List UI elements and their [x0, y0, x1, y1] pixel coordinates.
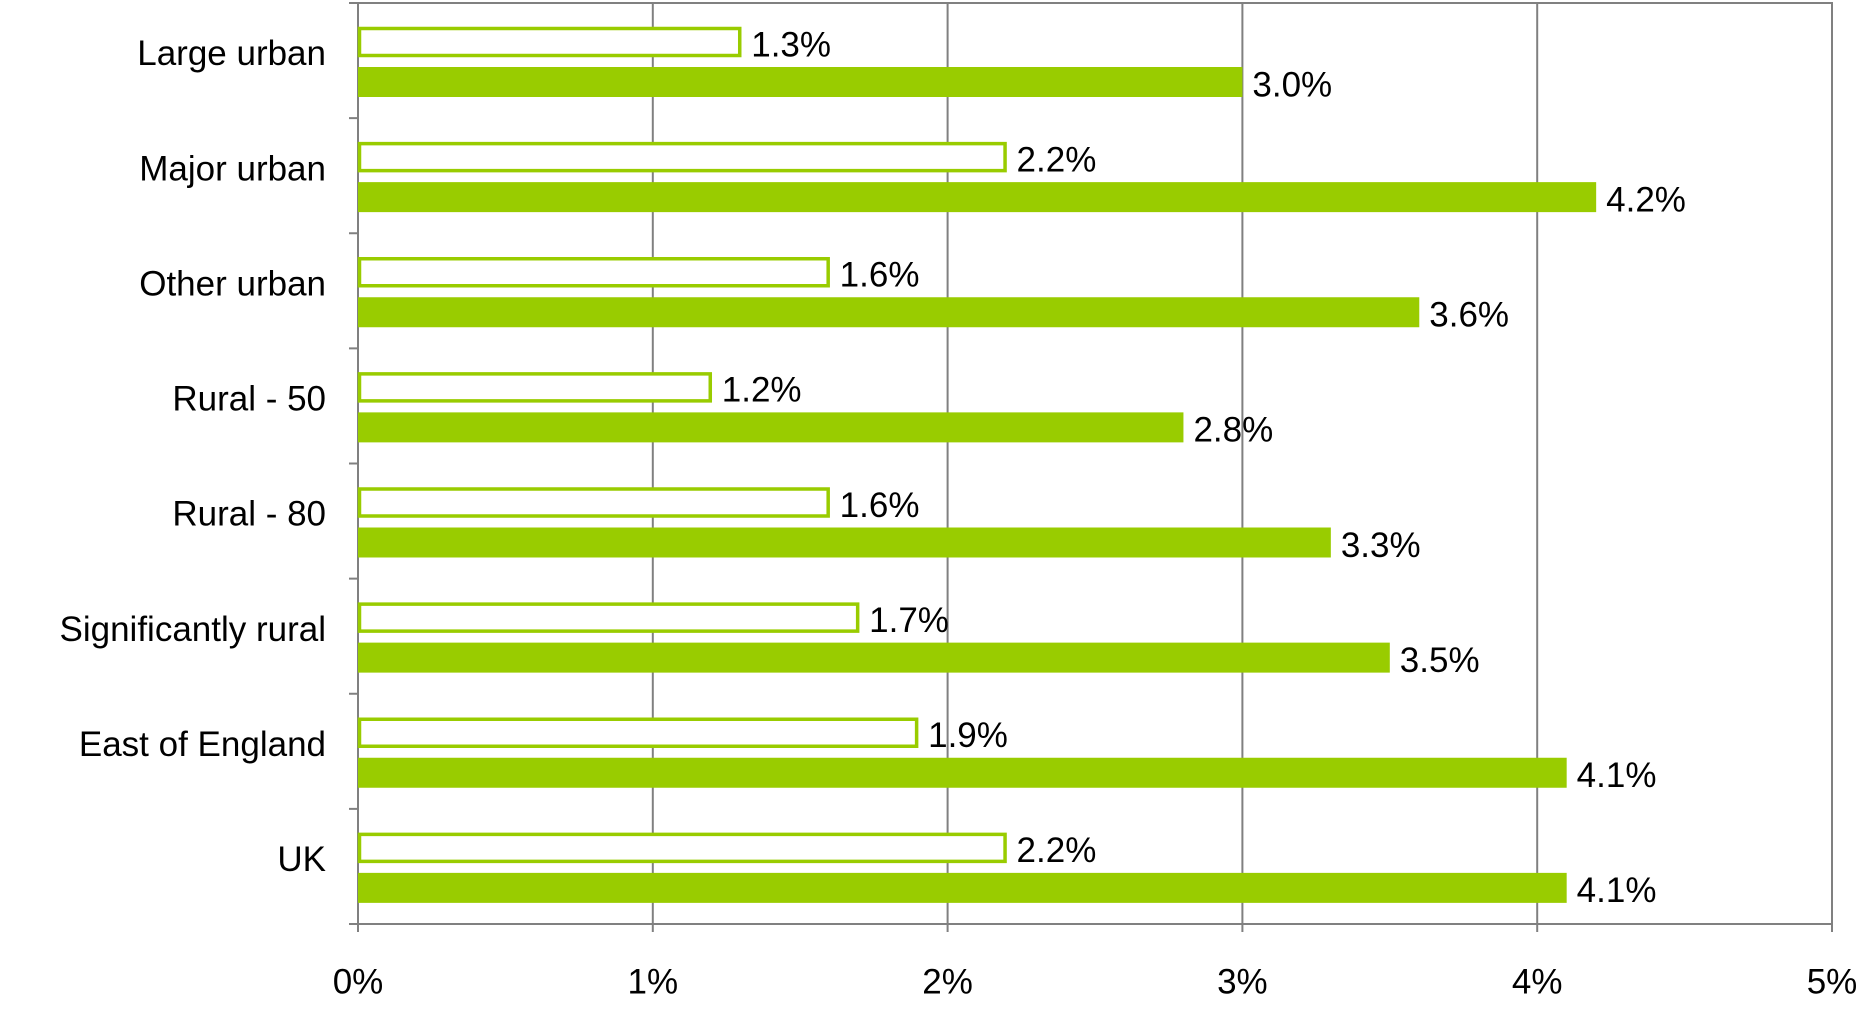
bar [357, 717, 919, 748]
y-tick-label: Other urban [139, 264, 326, 303]
bar [357, 26, 742, 58]
data-label: 1.6% [840, 486, 920, 525]
bar [357, 832, 1007, 864]
data-label: 2.2% [1017, 140, 1097, 179]
bar [358, 642, 1390, 673]
data-label: 3.5% [1400, 641, 1480, 680]
bar [357, 487, 830, 518]
y-tick-label: UK [277, 840, 326, 879]
data-label: 2.2% [1017, 831, 1097, 870]
y-tick-label: Significantly rural [60, 610, 327, 649]
data-label: 4.2% [1606, 180, 1686, 219]
x-tick-label: 0% [333, 962, 384, 1001]
x-tick-label: 3% [1217, 962, 1268, 1001]
x-tick-label: 2% [922, 962, 973, 1001]
bar [358, 412, 1184, 443]
bar [358, 297, 1420, 328]
bar [358, 757, 1567, 788]
data-label: 1.3% [751, 25, 831, 64]
bar [357, 257, 830, 288]
y-tick-label: Rural - 50 [172, 380, 326, 419]
bar [358, 67, 1243, 97]
y-tick-label: Large urban [137, 34, 326, 73]
bar [358, 872, 1567, 903]
y-tick-label: East of England [79, 725, 326, 764]
bar [358, 182, 1597, 213]
x-tick-label: 5% [1807, 962, 1858, 1001]
data-label: 4.1% [1577, 756, 1657, 795]
data-label: 1.9% [928, 716, 1008, 755]
data-label: 1.7% [869, 601, 949, 640]
bar [358, 527, 1331, 558]
bar [357, 602, 860, 633]
data-label: 1.2% [722, 371, 802, 410]
data-label: 3.6% [1429, 296, 1509, 335]
bar [357, 141, 1007, 173]
x-tick-label: 4% [1512, 962, 1563, 1001]
data-label: 3.3% [1341, 526, 1421, 565]
data-label: 4.1% [1577, 871, 1657, 910]
data-label: 2.8% [1193, 411, 1273, 450]
data-label: 3.0% [1252, 65, 1332, 104]
x-tick-label: 1% [628, 962, 679, 1001]
bar [357, 372, 713, 403]
data-label: 1.6% [840, 256, 920, 295]
y-tick-label: Rural - 80 [172, 495, 326, 534]
y-tick-label: Major urban [139, 149, 326, 188]
